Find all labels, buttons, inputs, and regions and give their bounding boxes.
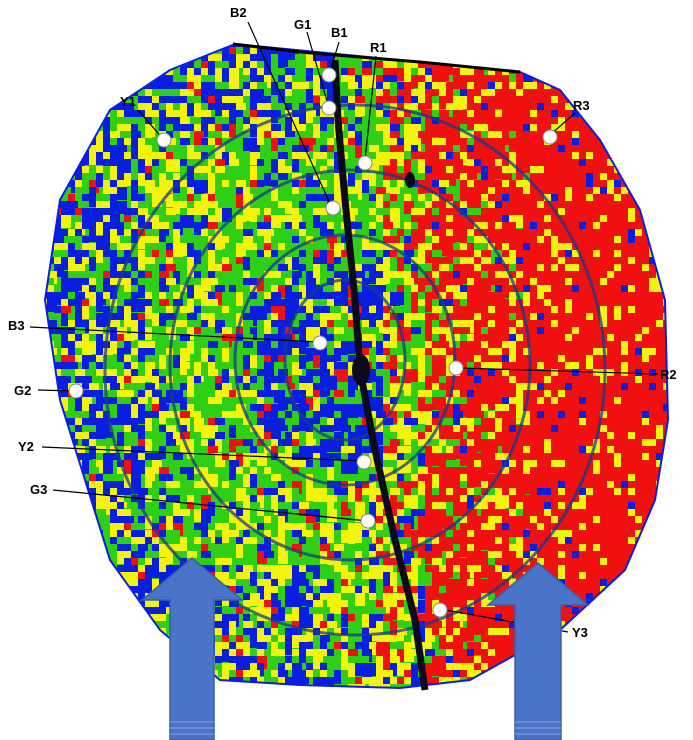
marker-label-y2: Y2 (18, 439, 34, 454)
marker-dot-y2 (356, 454, 372, 470)
left-arrow (139, 557, 245, 740)
marker-label-y1: Y1 (120, 94, 136, 109)
radial-crack (331, 59, 429, 691)
marker-dot-b3 (312, 335, 328, 351)
marker-dot-g3 (360, 513, 376, 529)
marker-dot-y3 (432, 602, 448, 618)
leader-lines (29, 21, 659, 633)
right-arrow (485, 562, 591, 740)
marker-label-b2: B2 (230, 5, 247, 20)
marker-label-b3: B3 (8, 318, 25, 333)
marker-label-g2: G2 (14, 383, 31, 398)
marker-dot-b2 (325, 200, 341, 216)
marker-label-r1: R1 (370, 40, 387, 55)
marker-label-g3: G3 (30, 482, 47, 497)
marker-label-b1: B1 (331, 25, 348, 40)
marker-label-r3: R3 (573, 98, 590, 113)
marker-label-y3: Y3 (572, 625, 588, 640)
marker-dot-r1 (357, 155, 373, 171)
marker-dot-b1 (321, 67, 337, 83)
marker-dot-g1 (321, 100, 337, 116)
marker-label-g1: G1 (294, 17, 311, 32)
marker-dot-r3 (542, 129, 558, 145)
marker-dot-g2 (68, 383, 84, 399)
marker-dot-r2 (448, 360, 464, 376)
marker-label-r2: R2 (660, 367, 677, 382)
marker-dot-y1 (156, 132, 172, 148)
